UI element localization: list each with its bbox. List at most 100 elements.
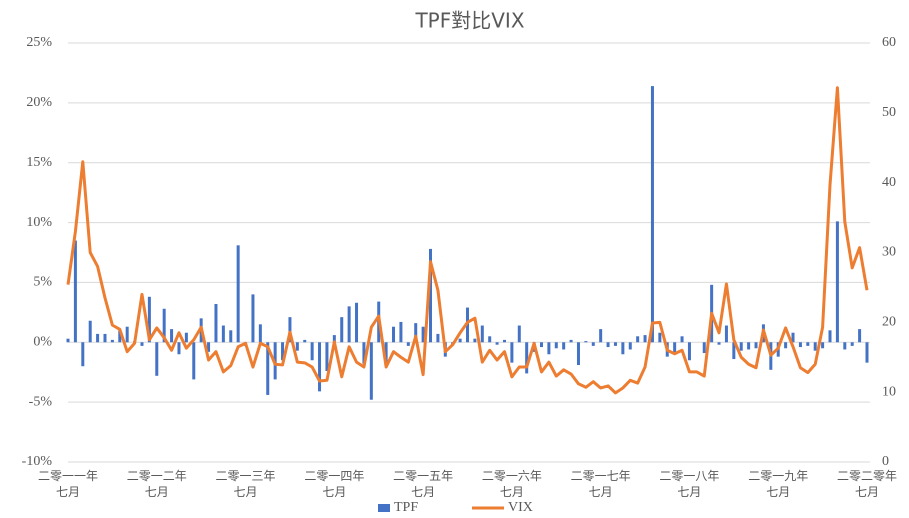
bar: [362, 342, 366, 364]
bar: [606, 342, 610, 348]
bar: [281, 342, 285, 361]
bar: [843, 342, 847, 350]
bar: [162, 308, 166, 343]
legend-swatch: [378, 504, 390, 512]
bar: [295, 342, 299, 351]
y-tick-label: -10%: [22, 454, 53, 469]
bar: [791, 332, 795, 343]
legend-label: TPF: [394, 500, 418, 515]
x-tick-label: 二零一六年七月: [481, 469, 542, 499]
bar: [621, 342, 625, 355]
y-tick-label: 15%: [26, 155, 52, 170]
bar: [258, 324, 262, 343]
bar: [325, 342, 329, 372]
bar: [436, 333, 440, 343]
bar: [192, 342, 196, 380]
bar: [488, 336, 492, 343]
bar: [266, 342, 270, 395]
bar: [784, 342, 788, 349]
bar: [207, 342, 211, 352]
bar: [673, 342, 677, 354]
bar: [687, 342, 691, 361]
bar: [495, 342, 499, 345]
bar: [850, 342, 854, 346]
bar: [502, 339, 506, 343]
y2-tick-label: 0: [882, 454, 889, 469]
y-tick-label: 5%: [33, 275, 52, 290]
bar: [747, 342, 751, 350]
x-tick-label: 二零一一年七月: [37, 469, 98, 499]
x-tick-label: 二零一九年七月: [748, 469, 809, 499]
bar: [702, 342, 706, 354]
bar: [806, 342, 810, 346]
x-tick-label: 二零一五年七月: [393, 469, 454, 499]
x-tick-label: 二零一四年七月: [304, 469, 365, 499]
bar: [813, 342, 817, 351]
y-tick-label: 10%: [26, 215, 52, 230]
bar: [81, 342, 85, 367]
bar: [347, 306, 351, 343]
y2-tick-label: 10: [882, 384, 896, 399]
bar: [96, 333, 100, 343]
y2-tick-label: 30: [882, 245, 896, 260]
bar: [732, 342, 736, 360]
x-tick-label: 二零一七年七月: [570, 469, 631, 499]
bar: [658, 332, 662, 343]
bar: [303, 339, 307, 343]
y2-tick-label: 40: [882, 175, 896, 190]
bar: [88, 320, 92, 343]
x-tick-label: 二零二零年七月: [836, 469, 897, 499]
bar: [429, 248, 433, 343]
chart-title: TPF對比VIX: [414, 9, 524, 33]
bar: [835, 221, 839, 343]
bar: [421, 326, 425, 343]
bar: [66, 338, 70, 343]
bar: [229, 330, 233, 343]
y2-tick-label: 50: [882, 105, 896, 120]
legend-label: VIX: [508, 500, 533, 515]
y-tick-label: 0%: [33, 335, 52, 350]
bar: [525, 342, 529, 374]
bar: [650, 86, 654, 343]
bar: [221, 325, 225, 343]
y-tick-label: 20%: [26, 95, 52, 110]
bar: [754, 342, 758, 349]
bar: [310, 342, 314, 361]
bar: [110, 339, 114, 343]
bar: [340, 317, 344, 343]
bar: [739, 342, 743, 351]
bar: [214, 303, 218, 343]
x-tick-label: 二零一八年七月: [659, 469, 720, 499]
bar: [184, 332, 188, 343]
bar: [680, 336, 684, 343]
bar: [821, 342, 825, 349]
bar: [399, 321, 403, 343]
y2-tick-label: 60: [882, 35, 896, 50]
y-tick-label: 25%: [26, 35, 52, 50]
bar: [103, 333, 107, 343]
bar: [392, 326, 396, 343]
bar: [636, 336, 640, 343]
bar: [547, 342, 551, 355]
y-tick-label: -5%: [29, 394, 53, 409]
bar: [251, 294, 255, 343]
bar: [584, 341, 588, 343]
bar: [118, 330, 122, 343]
bar: [798, 342, 802, 348]
bar: [369, 342, 373, 400]
bar: [591, 342, 595, 346]
bar: [125, 326, 129, 343]
line: [66, 86, 869, 395]
bar: [414, 323, 418, 343]
bar: [724, 325, 728, 343]
bar: [643, 335, 647, 343]
bar: [147, 296, 151, 343]
bar: [288, 317, 292, 343]
bar: [554, 342, 558, 349]
bar: [510, 342, 514, 363]
bar: [355, 302, 359, 343]
bar: [73, 240, 77, 343]
bar: [332, 335, 336, 343]
bar: [562, 342, 566, 350]
